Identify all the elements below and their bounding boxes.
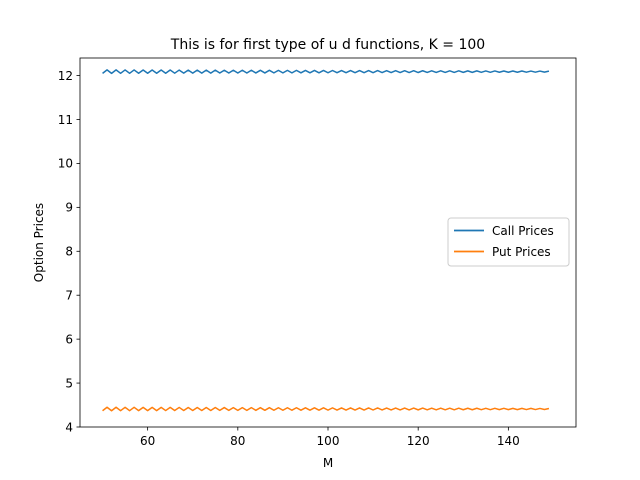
x-tick-label: 140 — [497, 434, 520, 448]
y-tick-label: 4 — [65, 420, 73, 434]
y-tick-label: 5 — [65, 376, 73, 390]
x-axis-label: M — [323, 456, 333, 470]
y-tick-label: 7 — [65, 289, 73, 303]
y-tick-label: 6 — [65, 332, 73, 346]
legend-label-call-prices: Call Prices — [492, 224, 554, 238]
y-tick-label: 11 — [58, 113, 73, 127]
y-tick-label: 9 — [65, 201, 73, 215]
y-tick-label: 12 — [58, 69, 73, 83]
y-axis-label: Option Prices — [32, 203, 46, 282]
series-line-put-prices — [102, 406, 550, 412]
y-axis: 4 5 6 7 8 9 10 11 12 — [58, 69, 80, 434]
x-tick-label: 100 — [317, 434, 340, 448]
x-axis: 60 80 100 120 140 — [140, 427, 520, 448]
series-layer — [102, 69, 550, 412]
series-line-call-prices — [102, 69, 550, 75]
chart-title: This is for first type of u d functions,… — [170, 37, 485, 53]
x-tick-label: 120 — [407, 434, 430, 448]
x-tick-label: 60 — [140, 434, 155, 448]
legend: Call Prices Put Prices — [447, 217, 570, 267]
legend-label-put-prices: Put Prices — [492, 245, 551, 259]
x-tick-label: 80 — [230, 434, 245, 448]
y-tick-label: 8 — [65, 245, 73, 259]
y-tick-label: 10 — [58, 157, 73, 171]
